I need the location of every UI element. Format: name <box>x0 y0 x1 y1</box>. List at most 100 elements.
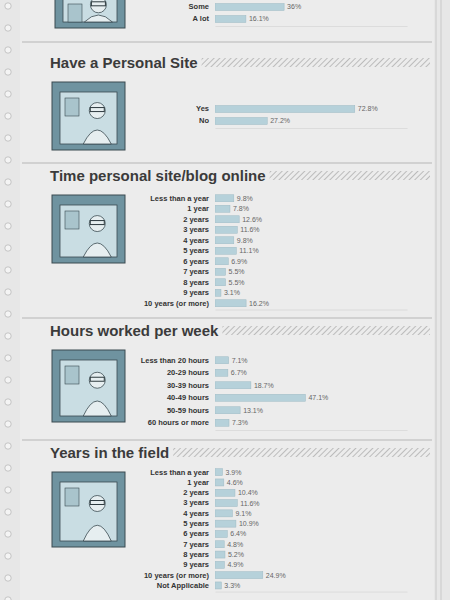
data-labels: 7.1%6.7%18.7%47.1%13.1%7.3% <box>231 357 328 427</box>
perforation <box>5 25 11 31</box>
tick: 60 hours or more <box>148 418 209 427</box>
category-label: 9 years <box>183 560 209 569</box>
bar <box>215 357 229 364</box>
tick: 40-49 hours <box>167 393 209 402</box>
bar <box>215 407 240 414</box>
tick: A lot <box>193 14 210 23</box>
data-label: 9.8% <box>237 237 253 244</box>
bars <box>215 469 263 589</box>
perforation <box>5 487 11 493</box>
x-axis <box>216 592 408 593</box>
tick: Less than 20 hours <box>141 356 209 365</box>
bar <box>215 489 235 496</box>
perforation <box>5 311 11 317</box>
category-label: 3 years <box>183 498 209 507</box>
perforation <box>5 399 11 405</box>
perforation <box>5 201 11 207</box>
perforation <box>5 597 11 600</box>
icon-glasses <box>90 501 104 505</box>
tick: 5 years <box>183 519 209 528</box>
category-label: 4 years <box>183 236 209 245</box>
x-axis <box>216 128 408 129</box>
icon-screen <box>60 92 117 144</box>
chart: Time personal site/blog online Less than … <box>50 167 430 310</box>
perforation <box>5 113 11 119</box>
category-label: 20-29 hours <box>167 368 209 377</box>
bar <box>215 382 251 389</box>
icon-screen <box>60 205 117 257</box>
perforation <box>5 421 11 427</box>
icon-glasses <box>90 221 104 225</box>
y-axis: Yes No <box>196 104 209 125</box>
tick: No <box>199 116 209 125</box>
icon-frame <box>52 472 125 547</box>
icon-frame <box>52 350 125 422</box>
bar <box>215 289 221 296</box>
bar <box>215 369 228 376</box>
bars <box>215 106 355 125</box>
data-label: 13.1% <box>243 407 263 414</box>
perforation <box>5 179 11 185</box>
category-label: Not Applicable <box>157 581 209 590</box>
tick: Less than a year <box>150 468 209 477</box>
perforation <box>5 355 11 361</box>
tick: 2 years <box>183 215 209 224</box>
data-label: 4.9% <box>227 561 243 568</box>
bar <box>215 16 246 23</box>
data-label: 5.5% <box>229 268 245 275</box>
bar <box>215 541 224 548</box>
icon-frame <box>55 0 125 28</box>
icon-screen <box>63 0 117 22</box>
perforation <box>5 223 11 229</box>
data-label: 4.6% <box>227 479 243 486</box>
icon-panel <box>65 366 79 384</box>
data-label: 16.1% <box>249 15 269 22</box>
chart: SomeA lot36%16.1% <box>55 0 408 28</box>
category-label: 30-39 hours <box>167 381 209 390</box>
bar <box>215 551 225 558</box>
perforation <box>5 157 11 163</box>
bar <box>215 300 246 307</box>
category-label: 60 hours or more <box>148 418 209 427</box>
category-label: 9 years <box>183 288 209 297</box>
tick: 5 years <box>183 246 209 255</box>
data-label: 36% <box>287 3 301 10</box>
title-rule <box>222 326 430 335</box>
data-label: 27.2% <box>270 117 290 124</box>
icon-head <box>89 372 105 388</box>
category-label: 4 years <box>183 509 209 518</box>
icon-panel <box>68 4 82 22</box>
bar <box>215 279 226 286</box>
chart-title: Years in the field <box>50 444 169 461</box>
tick: Not Applicable <box>157 581 209 590</box>
bar <box>215 469 222 476</box>
perforation <box>5 553 11 559</box>
bar <box>215 237 234 244</box>
category-label: Yes <box>196 104 209 113</box>
category-label: 6 years <box>183 257 209 266</box>
category-label: 3 years <box>183 225 209 234</box>
category-label: 10 years (or more) <box>144 571 210 580</box>
tick: Less than a year <box>150 194 209 203</box>
tick: 7 years <box>183 267 209 276</box>
bar <box>215 247 236 254</box>
x-axis-line <box>216 430 408 431</box>
data-label: 5.5% <box>229 279 245 286</box>
icon <box>52 82 125 150</box>
title-rule <box>202 58 430 67</box>
perforation <box>5 267 11 273</box>
bar <box>215 500 237 507</box>
bar <box>215 216 239 223</box>
data-label: 3.3% <box>224 582 240 589</box>
icon-glasses <box>90 377 104 381</box>
perforation <box>5 531 11 537</box>
category-label: Less than a year <box>150 468 209 477</box>
tick: 10 years (or more) <box>144 299 210 308</box>
chart-title: Time personal site/blog online <box>50 167 266 184</box>
tick: 8 years <box>183 550 209 559</box>
icon-body <box>83 243 111 257</box>
data-label: 11.6% <box>240 500 259 507</box>
bar <box>215 510 232 517</box>
title-rule <box>270 171 430 180</box>
tick: 4 years <box>183 509 209 518</box>
